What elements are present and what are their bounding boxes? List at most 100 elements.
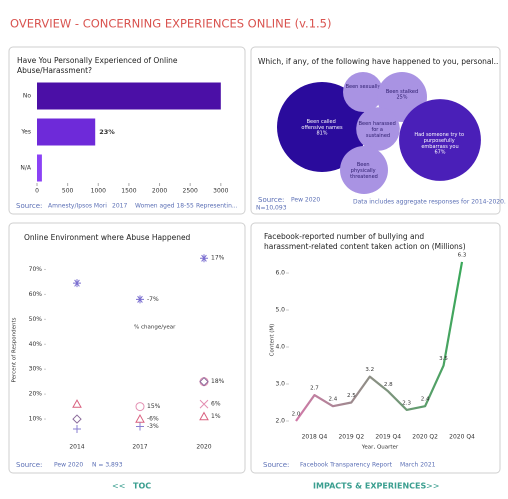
y-tick-label: 50% [29,316,43,323]
marker [199,399,209,409]
line [295,261,464,422]
source-label: Source: [16,202,42,210]
marker [72,399,82,408]
panel [8,222,246,474]
source-item: Pew 2020 [291,197,320,204]
y-tick-label: Yes [20,129,31,136]
value-label: 6.3 [458,252,467,258]
marker [199,376,209,387]
page-title: OVERVIEW - CONCERNING EXPERIENCES ONLINE… [10,17,332,31]
change-label: 17% [211,255,225,262]
bubble-label: Been harassed for a sustained [359,121,398,139]
change-label: 1% [211,413,221,420]
change-label: -3% [147,423,159,430]
change-label: 6% [211,401,221,408]
y-tick-label: 30% [29,366,43,373]
y-tick-label: 20% [29,391,43,398]
bubble-label: Been called offensive names [301,119,343,131]
marker [135,402,145,412]
x-tick-label: 2500 [183,188,198,195]
bubble-label: Been physically threatened [350,162,378,180]
bubble-label: Had someone try to purposefully embarras… [414,132,465,150]
y-tick-label: 60% [29,291,43,298]
marker [73,425,81,434]
y-tick-label: N/A [20,165,32,172]
y-tick-label: No [23,93,31,100]
source-item: N=10,093 [256,205,287,212]
x-tick-label: 2000 [152,188,167,195]
source-label: Source: [258,196,284,204]
source-item: Amnesty/Ipsos Mori [48,203,107,210]
bubble [277,82,367,172]
nav-prev[interactable]: << [112,482,125,491]
source-item: Women aged 18-55 [135,203,194,210]
bubble-value: 25% [396,95,407,101]
y-tick-label: 3.0 [275,381,285,388]
bar [37,154,42,182]
bubble [340,146,388,194]
y-tick-label: 6.0 [275,270,285,277]
nav-next[interactable]: >> [426,482,439,491]
chart-title: Online Environment where Abuse Happened [24,233,191,242]
bubble-value: 81% [316,131,327,137]
x-tick-label: 0 [35,188,39,195]
bar [37,118,96,146]
y-tick-label: 2.0 [275,418,285,425]
x-axis-label: Year, Quarter [361,445,399,451]
bar [37,82,221,110]
y-tick-label: 70% [29,266,43,273]
x-tick-label: 2018 Q4 [302,434,328,441]
marker [72,414,82,424]
bubble-label: Been stalked [386,89,418,95]
annotation: % change/year [134,325,176,331]
x-tick-label: 1000 [91,188,106,195]
bubble [343,72,383,112]
change-label: 15% [147,403,161,410]
source-label: Source: [263,461,289,469]
x-tick-label: 3000 [213,188,228,195]
change-label: -7% [147,296,159,303]
marker [200,254,208,263]
source-item: N = 3,893 [92,462,123,469]
y-axis-label: Percent of Respondents [12,317,18,382]
x-tick-label: 2014 [69,444,84,451]
value-label: 2.8 [384,382,393,388]
nav-toc[interactable]: TOC [133,482,151,491]
x-tick-label: 2020 [196,444,211,451]
nav-next-label[interactable]: IMPACTS & EXPERIENCES [313,482,426,491]
x-tick-label: 2019 Q4 [375,434,401,441]
value-label: 2.7 [310,386,319,392]
change-label: 18% [211,378,225,385]
value-label: 2.0 [292,412,301,418]
bubble [356,107,400,151]
source-item: Facebook Transparency Report [300,462,393,469]
x-tick-label: 2020 Q4 [449,434,475,441]
marker [199,411,209,421]
chart-title: Facebook-reported number of bullying and… [264,232,466,251]
chart-title: Have You Personally Experienced of Onlin… [17,56,180,75]
x-tick-label: 2020 Q2 [412,434,438,441]
marker [73,279,81,288]
value-label: 3.2 [365,367,374,373]
marker [136,295,144,304]
x-tick-label: 2019 Q2 [338,434,364,441]
bubble-label: Been sexually [346,84,381,90]
panel [250,222,501,474]
value-label: 2.4 [421,397,430,403]
source-item: Data includes aggregate responses for 20… [353,199,506,206]
y-tick-label: 10% [29,416,43,423]
x-tick-label: 1500 [121,188,136,195]
source-label: Source: [16,461,42,469]
x-tick-label: 500 [62,188,74,195]
source-item: 2017 [112,203,127,210]
y-tick-label: 40% [29,341,43,348]
x-tick-label: 2017 [132,444,147,451]
bubble-value: 67% [434,150,445,156]
y-tick-label: 5.0 [275,307,285,314]
marker [136,422,144,431]
change-label: -6% [147,416,159,423]
chart-title: Which, if any, of the following have hap… [258,57,498,66]
source-item: Pew 2020 [54,462,83,469]
value-label: 2.5 [347,393,356,399]
